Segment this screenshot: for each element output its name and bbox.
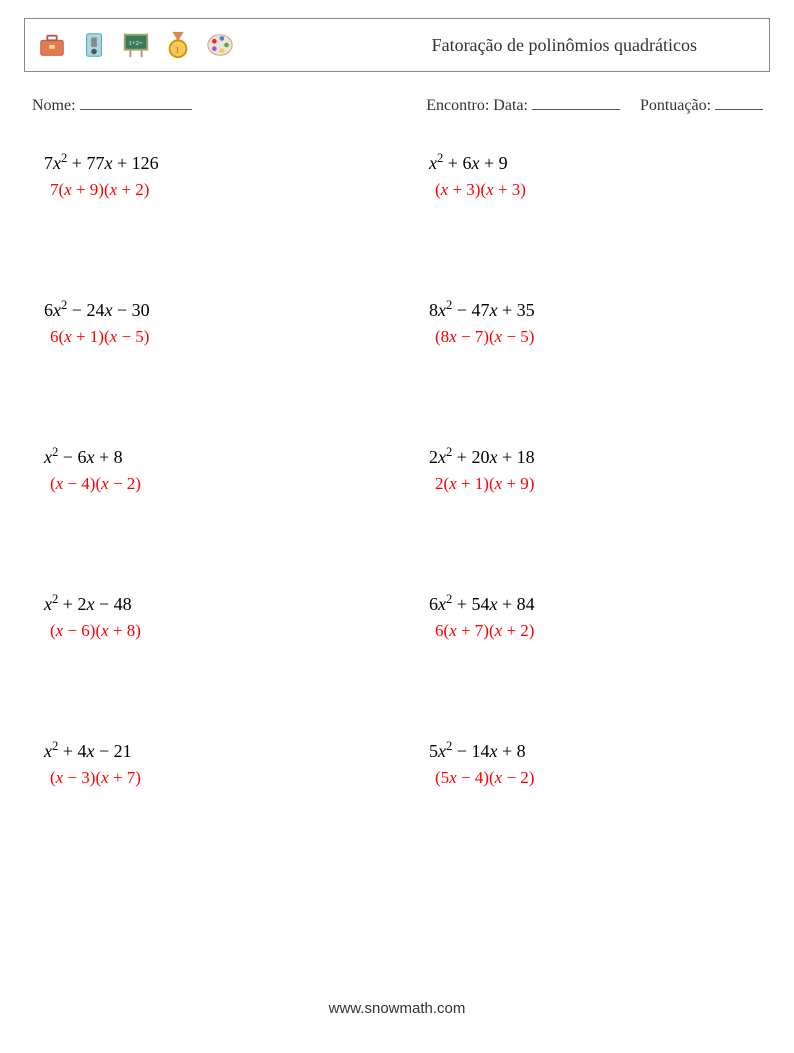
problem-answer: (x − 4)(x − 2) — [30, 474, 397, 494]
problem-expression: x2 + 2x − 48 — [30, 592, 397, 615]
problem-expression: 2x2 + 20x + 18 — [415, 445, 764, 468]
problem-answer: (x + 3)(x + 3) — [415, 180, 764, 200]
problem-answer: 7(x + 9)(x + 2) — [30, 180, 397, 200]
problem-expression: x2 + 4x − 21 — [30, 739, 397, 762]
problem-expression: 8x2 − 47x + 35 — [415, 298, 764, 321]
footer-url: www.snowmath.com — [0, 1000, 794, 1017]
problems-grid: 7x2 + 77x + 126 7(x + 9)(x + 2) x2 + 6x + … — [24, 151, 770, 788]
problem-answer: 6(x + 1)(x − 5) — [30, 327, 397, 347]
score-label: Pontuação: — [640, 97, 711, 114]
problem-expression: 5x2 − 14x + 8 — [415, 739, 764, 762]
problem-answer: (x − 3)(x + 7) — [30, 768, 397, 788]
problem-answer: 6(x + 7)(x + 2) — [415, 621, 764, 641]
worksheet-title: Fatoração de polinômios quadráticos — [235, 35, 757, 56]
svg-text:1: 1 — [175, 45, 179, 55]
palette-icon — [205, 30, 235, 60]
score-blank — [715, 96, 763, 110]
problem-answer: (x − 6)(x + 8) — [30, 621, 397, 641]
problem-answer: (8x − 7)(x − 5) — [415, 327, 764, 347]
problem-answer: (5x − 4)(x − 2) — [415, 768, 764, 788]
sharpener-icon — [79, 30, 109, 60]
problem-expression: 7x2 + 77x + 126 — [30, 151, 397, 174]
briefcase-icon — [37, 30, 67, 60]
problem-expression: 6x2 + 54x + 84 — [415, 592, 764, 615]
problem-expression: 6x2 − 24x − 30 — [30, 298, 397, 321]
date-blank — [532, 96, 620, 110]
problem-expression: x2 + 6x + 9 — [415, 151, 764, 174]
problem-expression: x2 − 6x + 8 — [30, 445, 397, 468]
svg-text:1+2=: 1+2= — [129, 40, 143, 47]
header-box: 1+2= 1 Fatoração de polinômios quadrátic… — [24, 18, 770, 72]
problem-answer: 2(x + 1)(x + 9) — [415, 474, 764, 494]
encounter-label: Encontro: Data: — [426, 97, 528, 114]
info-row: Nome: Encontro: Data: Pontuação: — [32, 96, 762, 115]
medal-icon: 1 — [163, 30, 193, 60]
name-label: Nome: — [32, 97, 76, 114]
name-blank — [80, 96, 192, 110]
chalkboard-icon: 1+2= — [121, 30, 151, 60]
header-icons: 1+2= 1 — [37, 30, 235, 60]
